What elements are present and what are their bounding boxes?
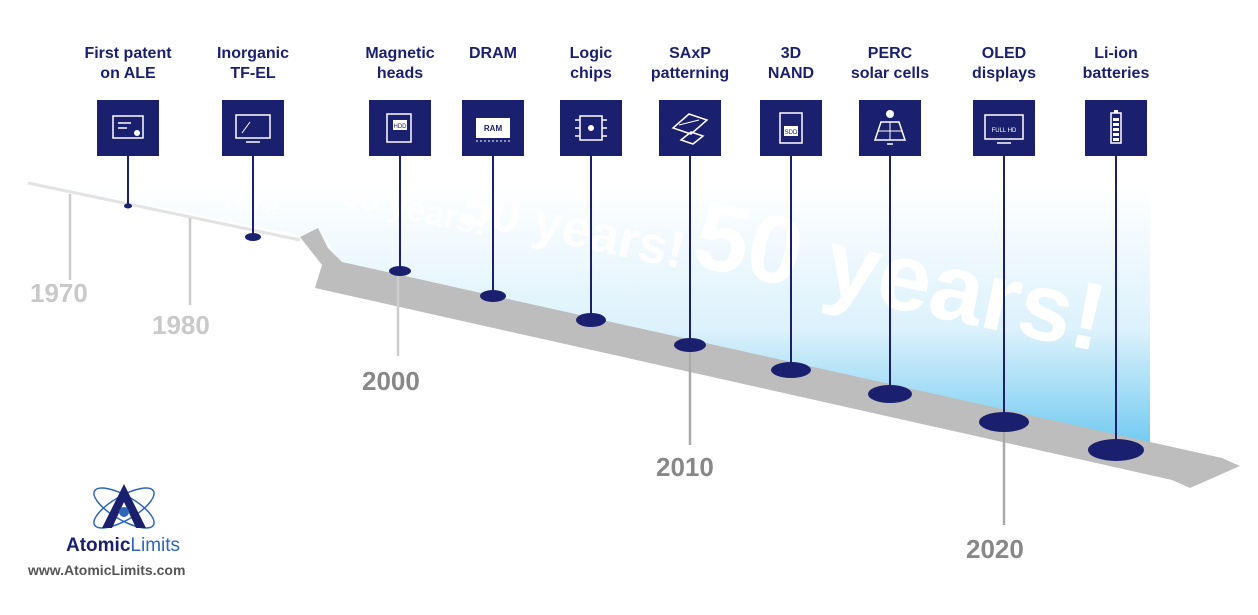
milestone-icon-box [97,100,159,156]
milestone-dot [480,290,506,302]
milestone-label-line2: TF-EL [230,65,276,82]
milestone-label-line1: Logic [569,45,613,62]
milestone-label: DRAM [433,44,553,64]
battery-icon [1110,110,1122,144]
milestone-label-line1: 3D [780,45,802,62]
logo-url: www.AtomicLimits.com [28,562,186,578]
solar-panel-icon [873,110,907,145]
milestone-label-line1: First patent [84,45,172,62]
milestone-dot [979,412,1029,432]
milestone-icon-box [222,100,284,156]
milestone-label-line1: Li-ion [1094,45,1138,62]
milestone-label: Magnetic heads [340,44,460,84]
ram-chip-icon: RAM [476,118,510,142]
year-label-1980: 1980 [152,310,210,340]
milestone-label: Li-ion batteries [1056,44,1176,84]
milestone-dot [576,313,606,327]
milestone-label: Logic chips [531,44,651,84]
milestone-dot [771,362,811,378]
milestone-label: 3D NAND [731,44,851,84]
milestone-dot [124,203,132,209]
milestone-dot [868,385,912,403]
svg-text:FULL HD: FULL HD [992,128,1017,134]
milestone-label-line1: PERC [867,45,913,62]
milestone-label-line2: displays [971,65,1037,82]
svg-text:RAM: RAM [484,124,503,133]
milestone-label-line1: DRAM [469,45,517,62]
milestone-label: OLED displays [944,44,1064,84]
milestone-label-line2: patterning [650,65,730,82]
monitor-icon [235,114,271,143]
processor-chip-icon [575,115,607,141]
svg-text:SDD: SDD [785,130,798,136]
logo-name: AtomicLimits [66,535,181,556]
early-timeline-line [27,181,301,242]
certificate-icon [112,115,144,139]
milestone-label: Inorganic TF-EL [193,44,313,84]
milestone-label-line2: on ALE [100,65,156,82]
ssd-icon: SDD [779,112,803,144]
hard-drive-icon: HDD [386,113,412,143]
year-tick-lines [68,194,1006,525]
milestone-dot [1088,439,1144,461]
milestone-icon-box: HDD [369,100,431,156]
year-label-1970: 1970 [30,278,88,308]
milestone-icon-box [1085,100,1147,156]
milestone-icon-box [560,100,622,156]
milestone-icon-box: RAM [462,100,524,156]
year-label-2000: 2000 [362,366,420,396]
milestone-label: PERC solar cells [830,44,950,84]
milestone-label-line2: solar cells [850,65,930,82]
milestone-label-line2: NAND [767,65,815,82]
milestone-icon-box [659,100,721,156]
milestone-label: SAxP patterning [630,44,750,84]
milestone-label-line2: batteries [1082,65,1150,82]
milestone-label-line1: OLED [981,45,1027,62]
milestone-icon-box: FULL HD [973,100,1035,156]
milestone-icon-box [859,100,921,156]
milestone-label-line1: SAxP [669,45,711,62]
milestone-label-line1: Inorganic [216,45,289,62]
milestone-label-line2: heads [376,65,424,82]
milestone-label-line2: chips [570,65,612,82]
svg-text:HDD: HDD [394,124,408,130]
atomic-limits-logo [93,484,155,529]
year-label-2010: 2010 [656,452,714,482]
milestone-dot [674,338,706,352]
milestone-dot [389,266,411,276]
tv-icon: FULL HD [984,114,1024,144]
year-label-2020: 2020 [966,534,1024,564]
milestone-label-line1: Magnetic [365,45,435,62]
milestone-dot [245,233,261,241]
milestone-icon-box: SDD [760,100,822,156]
milestone-label: First patent on ALE [68,44,188,84]
patterning-layers-icon [671,113,709,145]
